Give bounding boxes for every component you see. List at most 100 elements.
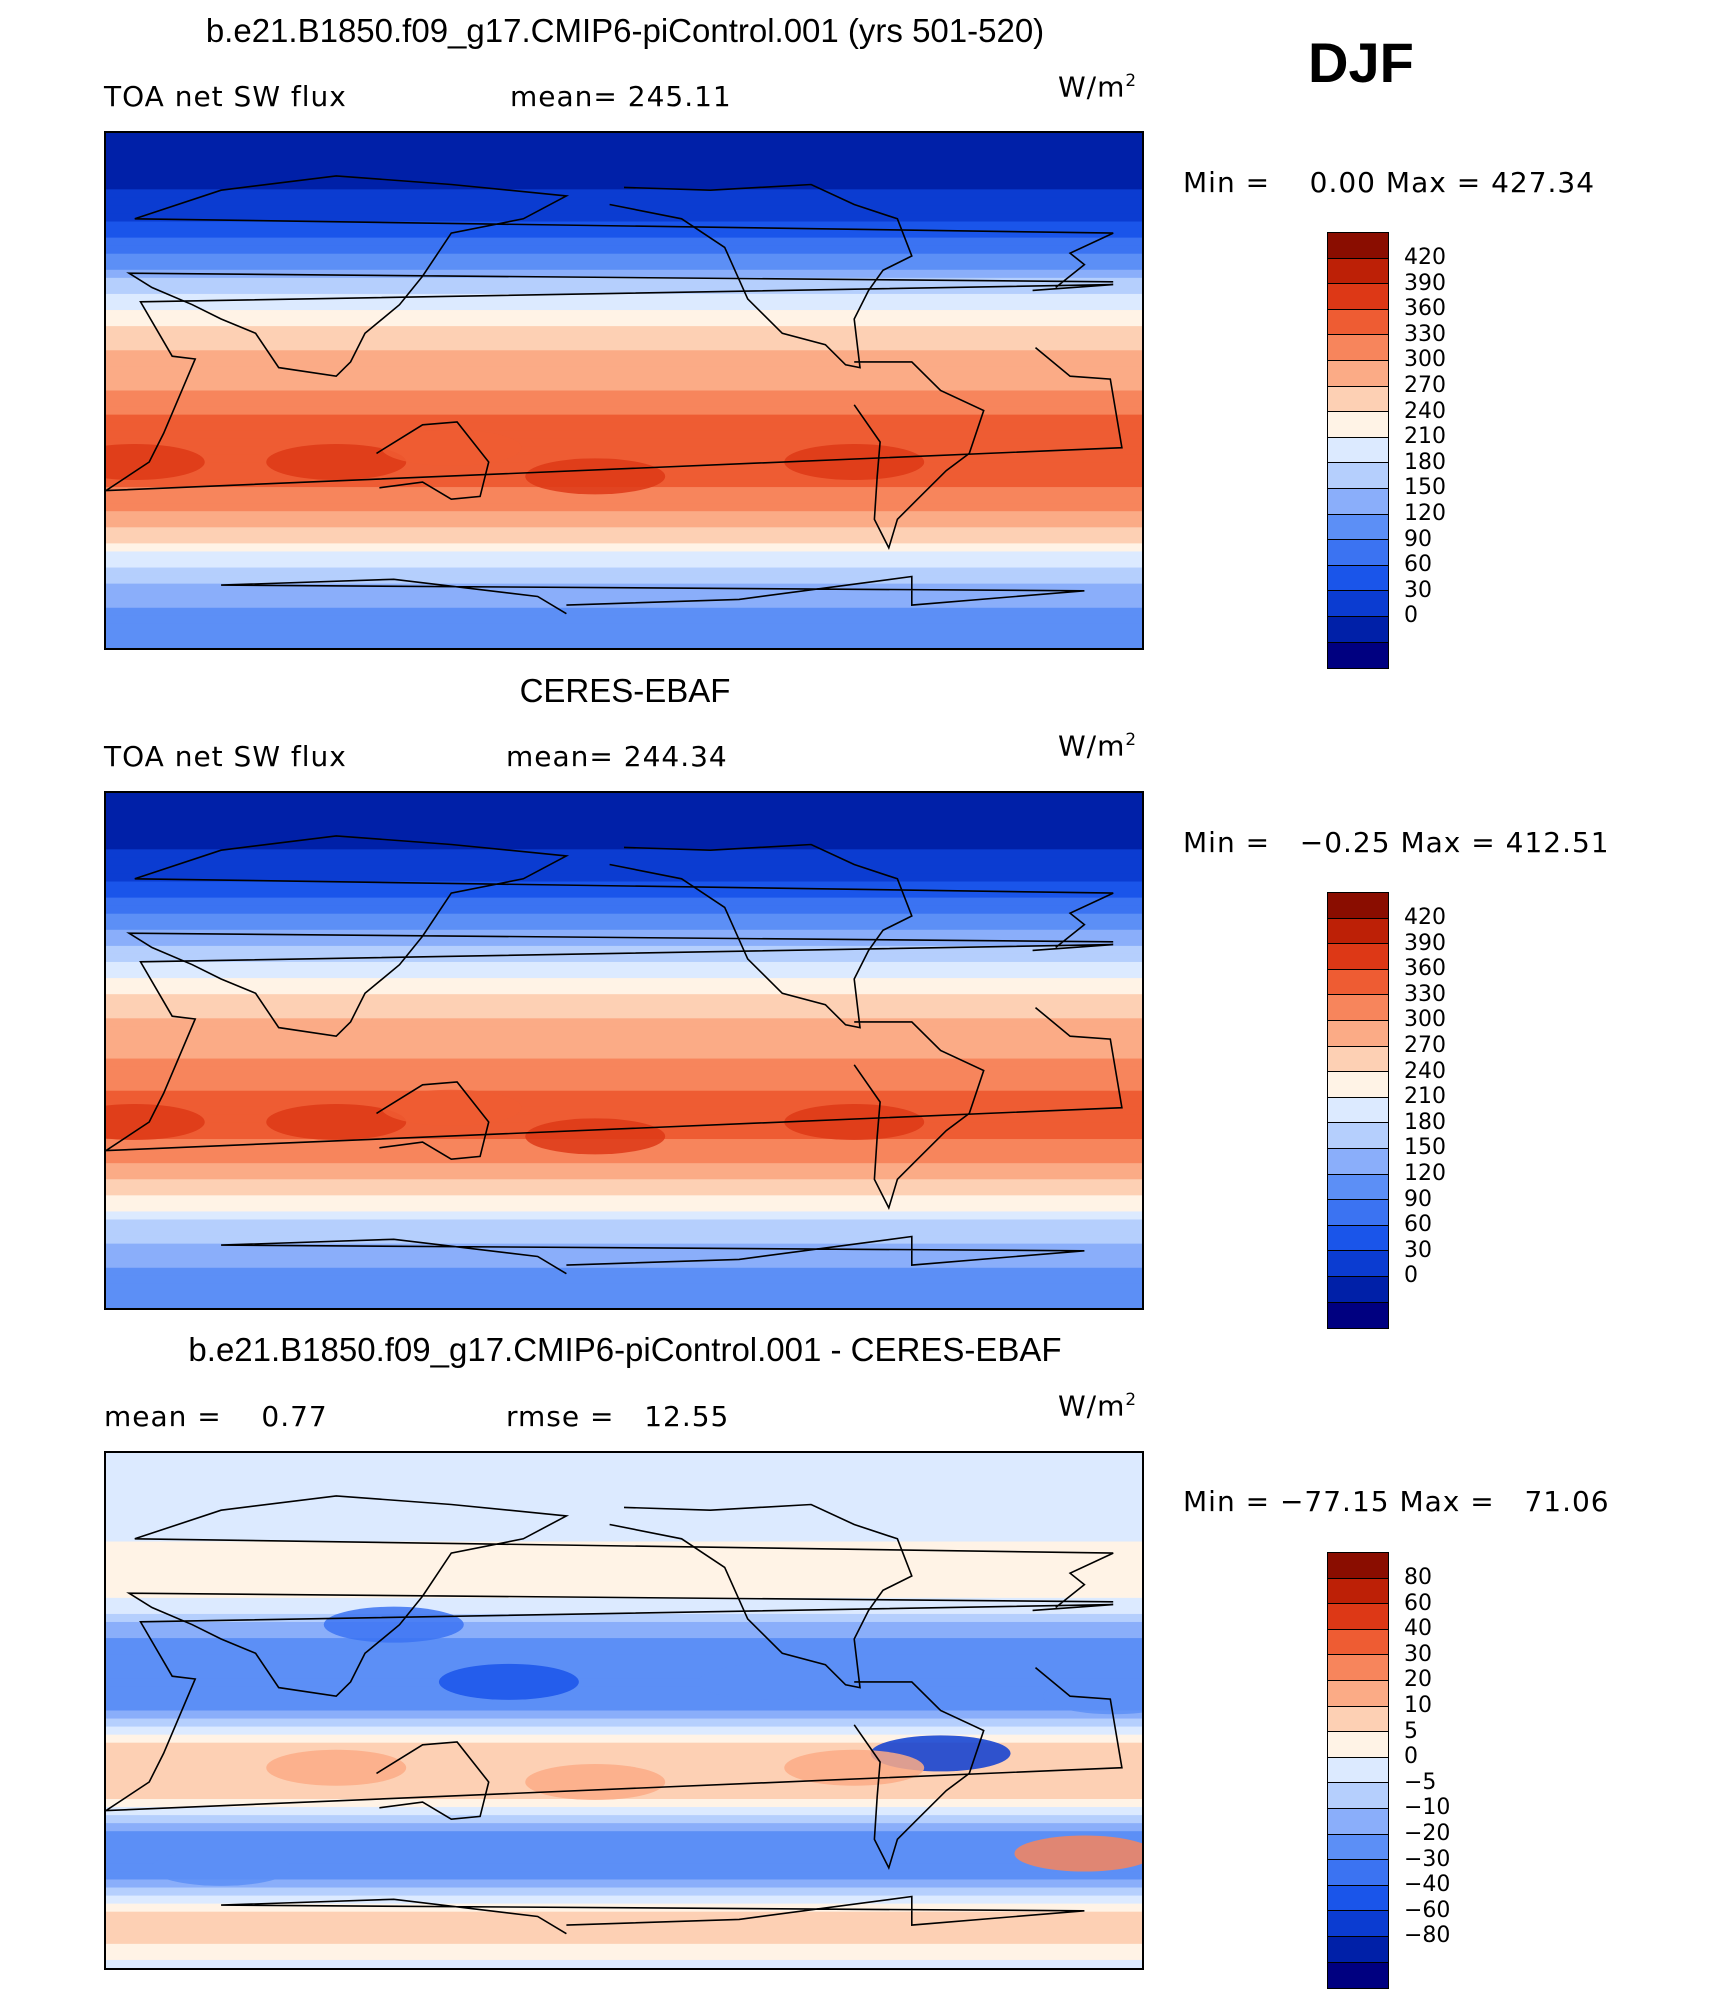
field-band	[106, 1267, 1142, 1277]
colorbar-tick-label: −40	[1404, 1872, 1451, 1898]
field-band	[106, 133, 1142, 142]
colorbar-tick-label: −5	[1404, 1769, 1437, 1795]
field-feature	[151, 1849, 292, 1886]
panel-2-map-svg	[106, 793, 1142, 1308]
panel-1-minmax: Min = 0.00 Max = 427.34	[1183, 166, 1596, 199]
panel-1-field	[106, 133, 1142, 648]
colorbar-tick-label: 420	[1404, 245, 1446, 270]
colorbar-swatch	[1328, 1046, 1388, 1073]
field-band	[106, 1026, 1142, 1036]
field-band	[106, 358, 1142, 368]
field-band	[106, 961, 1142, 971]
colorbar-swatch	[1328, 1148, 1388, 1175]
colorbar-swatch	[1328, 1200, 1388, 1226]
field-band	[106, 1670, 1142, 1680]
field-band	[106, 1815, 1142, 1824]
field-band	[106, 189, 1142, 199]
colorbar-swatch	[1328, 1834, 1388, 1861]
coastline	[221, 575, 1085, 615]
field-band	[106, 1726, 1142, 1736]
colorbar-swatch	[1328, 969, 1388, 996]
colorbar-tick-label: −30	[1404, 1846, 1451, 1872]
field-band	[106, 1034, 1142, 1044]
field-band	[106, 197, 1142, 207]
colorbar-swatch	[1328, 1604, 1388, 1630]
field-band	[106, 1847, 1142, 1857]
colorbar-tick-label: 120	[1404, 500, 1446, 526]
field-band	[106, 1042, 1142, 1052]
colorbar-swatch	[1328, 1553, 1388, 1579]
colorbar-swatch	[1328, 1251, 1388, 1277]
colorbar-swatch	[1328, 1936, 1388, 1963]
field-band	[106, 1581, 1142, 1591]
field-band	[106, 334, 1142, 344]
field-feature	[525, 458, 666, 495]
field-feature	[381, 1089, 522, 1126]
colorbar-tick-label: 60	[1404, 1590, 1432, 1616]
panel-1-map-svg	[106, 133, 1142, 648]
colorbar-tick-label: 240	[1404, 398, 1446, 424]
field-band	[106, 269, 1142, 279]
colorbar-tick-label: 270	[1404, 1032, 1446, 1058]
field-band	[106, 285, 1142, 295]
field-band	[106, 1163, 1142, 1173]
field-band	[106, 390, 1142, 400]
colorbar-swatch	[1328, 1885, 1388, 1912]
field-band	[106, 535, 1142, 545]
colorbar-swatch	[1328, 233, 1388, 259]
field-band	[106, 1018, 1142, 1028]
colorbar-tick-label: 0	[1404, 603, 1418, 629]
field-band	[106, 793, 1142, 802]
field-band	[106, 1010, 1142, 1020]
coastline	[609, 183, 913, 369]
panel-1-colorbar	[1327, 232, 1389, 670]
colorbar-tick-label: 40	[1404, 1616, 1432, 1642]
field-feature	[266, 444, 407, 481]
field-band	[106, 1251, 1142, 1261]
colorbar-tick-label: 150	[1404, 1135, 1446, 1161]
colorbar-tick-label: 90	[1404, 1186, 1432, 1212]
field-band	[106, 261, 1142, 271]
field-band	[106, 1219, 1142, 1229]
field-band	[106, 495, 1142, 504]
field-band	[106, 519, 1142, 529]
field-band	[106, 181, 1142, 191]
panel-3-field	[106, 1453, 1142, 1968]
field-band	[106, 1734, 1142, 1744]
field-band	[106, 639, 1142, 648]
colorbar-swatch	[1328, 1655, 1388, 1681]
field-band	[106, 414, 1142, 424]
coastline	[221, 1895, 1085, 1935]
field-band	[106, 1799, 1142, 1808]
coastline	[376, 1741, 490, 1821]
colorbar-tick-label: 330	[1404, 321, 1446, 347]
colorbar-swatch	[1328, 1911, 1388, 1937]
colorbar-swatch	[1328, 463, 1388, 489]
colorbar-swatch	[1328, 335, 1388, 361]
colorbar-swatch	[1328, 1629, 1388, 1656]
field-band	[106, 599, 1142, 609]
field-band	[106, 293, 1142, 303]
colorbar-tick-label: 210	[1404, 424, 1446, 450]
field-band	[106, 1951, 1142, 1961]
field-band	[106, 1171, 1142, 1181]
field-band	[106, 438, 1142, 448]
field-band	[106, 406, 1142, 416]
colorbar-swatch	[1328, 1783, 1388, 1809]
panel-3-map-svg	[106, 1453, 1142, 1968]
field-band	[106, 615, 1142, 625]
colorbar-tick-label: 10	[1404, 1692, 1432, 1718]
panel-1-title: b.e21.B1850.f09_g17.CMIP6-piControl.001 …	[205, 12, 1045, 49]
field-band	[106, 945, 1142, 955]
colorbar-swatch	[1328, 1276, 1388, 1303]
colorbar-tick-label: 300	[1404, 347, 1446, 373]
field-band	[106, 1002, 1142, 1012]
field-band	[106, 1895, 1142, 1905]
field-band	[106, 1927, 1142, 1937]
field-band	[106, 1501, 1142, 1511]
field-band	[106, 165, 1142, 175]
field-band	[106, 1485, 1142, 1495]
field-feature	[784, 1749, 925, 1786]
colorbar-tick-label: 180	[1404, 1109, 1446, 1135]
panel-2-title: CERES-EBAF	[519, 672, 731, 709]
